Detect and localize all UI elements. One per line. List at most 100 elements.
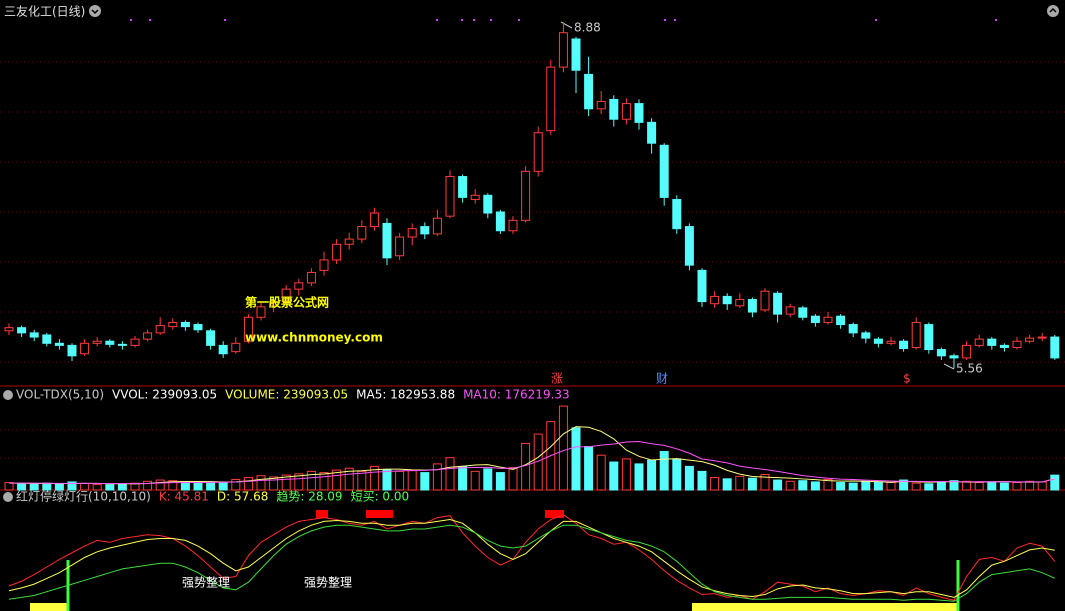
candle-body — [760, 290, 770, 311]
candle-body — [521, 170, 531, 221]
candle-body — [369, 212, 379, 228]
candle-body — [949, 355, 959, 359]
candle-body — [344, 238, 354, 245]
candle-body — [483, 194, 493, 214]
menu-icon[interactable] — [3, 390, 13, 400]
volume-bar — [924, 483, 934, 491]
candle-body — [999, 344, 1009, 348]
volume-bar — [319, 472, 329, 491]
candle-body — [42, 334, 52, 344]
indicator-panel — [8, 510, 1056, 611]
candle-body — [558, 32, 568, 68]
volume-bar — [647, 459, 657, 491]
candle-body — [747, 299, 757, 313]
candle-body — [17, 327, 27, 334]
volume-bar — [773, 479, 783, 491]
candle-body — [697, 269, 707, 303]
candle-body — [445, 176, 455, 217]
volume-bar — [886, 482, 896, 491]
volume-bar — [306, 470, 316, 491]
volume-bar — [1037, 481, 1047, 491]
candle-body — [924, 324, 934, 351]
candle-body — [180, 321, 190, 328]
candle-body — [168, 321, 178, 328]
volume-bar — [798, 480, 808, 491]
volume-bar — [596, 454, 606, 491]
volume-bar — [29, 483, 39, 491]
low-label: 5.56 — [956, 362, 983, 376]
menu-icon[interactable] — [3, 492, 13, 502]
annotation: 强势整理 — [182, 575, 230, 590]
candle-body — [962, 344, 972, 359]
dot — [995, 19, 997, 21]
annotation: 强势整理 — [304, 575, 352, 590]
candle-body — [206, 330, 216, 346]
volume-bar — [432, 463, 442, 491]
candle-body — [848, 324, 858, 334]
candle-body — [306, 271, 316, 284]
volume-bar — [571, 427, 581, 491]
volume-bar — [458, 465, 468, 491]
volume-bar — [155, 479, 165, 491]
indicator-line — [8, 524, 1056, 602]
candle-body — [4, 327, 14, 332]
volume-bar — [483, 468, 493, 491]
candle-body — [1012, 340, 1022, 348]
candle-body — [269, 301, 279, 307]
candle-body — [332, 243, 342, 261]
signal-block — [366, 510, 393, 518]
volume-bar — [445, 457, 455, 491]
candle-body — [281, 288, 291, 303]
dot — [490, 19, 492, 21]
volume-bar — [193, 482, 203, 491]
volume-bar — [344, 467, 354, 491]
dot — [436, 19, 438, 21]
candle-body — [571, 38, 581, 71]
volume-bar — [735, 475, 745, 491]
volume-bar — [495, 472, 505, 491]
menu-icon[interactable] — [89, 5, 101, 17]
volume-bar — [760, 473, 770, 491]
header-label: VVOL: 239093.05 — [112, 388, 217, 402]
volume-bar — [1012, 482, 1022, 491]
candle-body — [987, 338, 997, 346]
menu-icon[interactable] — [1047, 5, 1059, 17]
volume-bar — [584, 446, 594, 491]
volume-bar — [974, 482, 984, 491]
candle-body — [508, 219, 518, 232]
volume-bar — [609, 461, 619, 491]
candle-body — [495, 211, 505, 232]
candle-body — [773, 292, 783, 315]
candle-body — [634, 103, 644, 123]
volume-bar — [823, 478, 833, 491]
volume-bar — [747, 477, 757, 491]
volume-bar — [873, 481, 883, 491]
volume-bar — [710, 477, 720, 491]
candles — [4, 22, 1060, 369]
label-leader — [943, 363, 955, 370]
candle-body — [1050, 336, 1060, 359]
header-label: K: 45.81 — [159, 490, 209, 504]
volume-bar — [294, 473, 304, 491]
volume-bar — [861, 480, 871, 491]
candle-body — [458, 176, 468, 198]
volume-bar — [231, 478, 241, 491]
candle-body — [546, 66, 556, 132]
volume-bar — [521, 442, 531, 491]
volume-bar — [672, 458, 682, 491]
header-label: MA5: 182953.88 — [356, 388, 455, 402]
candle-body — [155, 325, 165, 334]
volume-bar — [659, 450, 669, 491]
header-label: 红灯停绿灯行(10,10,10) — [16, 489, 151, 504]
candle-body — [256, 306, 266, 318]
candle-body — [382, 222, 392, 259]
volume-bar — [332, 469, 342, 491]
volume-header: VOL-TDX(5,10) VVOL: 239093.05 VOLUME: 2390… — [16, 388, 570, 402]
volume-bar — [899, 479, 909, 491]
volume-bar — [949, 480, 959, 491]
header-label: 短买: 0.00 — [351, 490, 410, 504]
candle-body — [836, 315, 846, 326]
volume-bar — [143, 480, 153, 491]
volume-panel — [4, 405, 1060, 491]
